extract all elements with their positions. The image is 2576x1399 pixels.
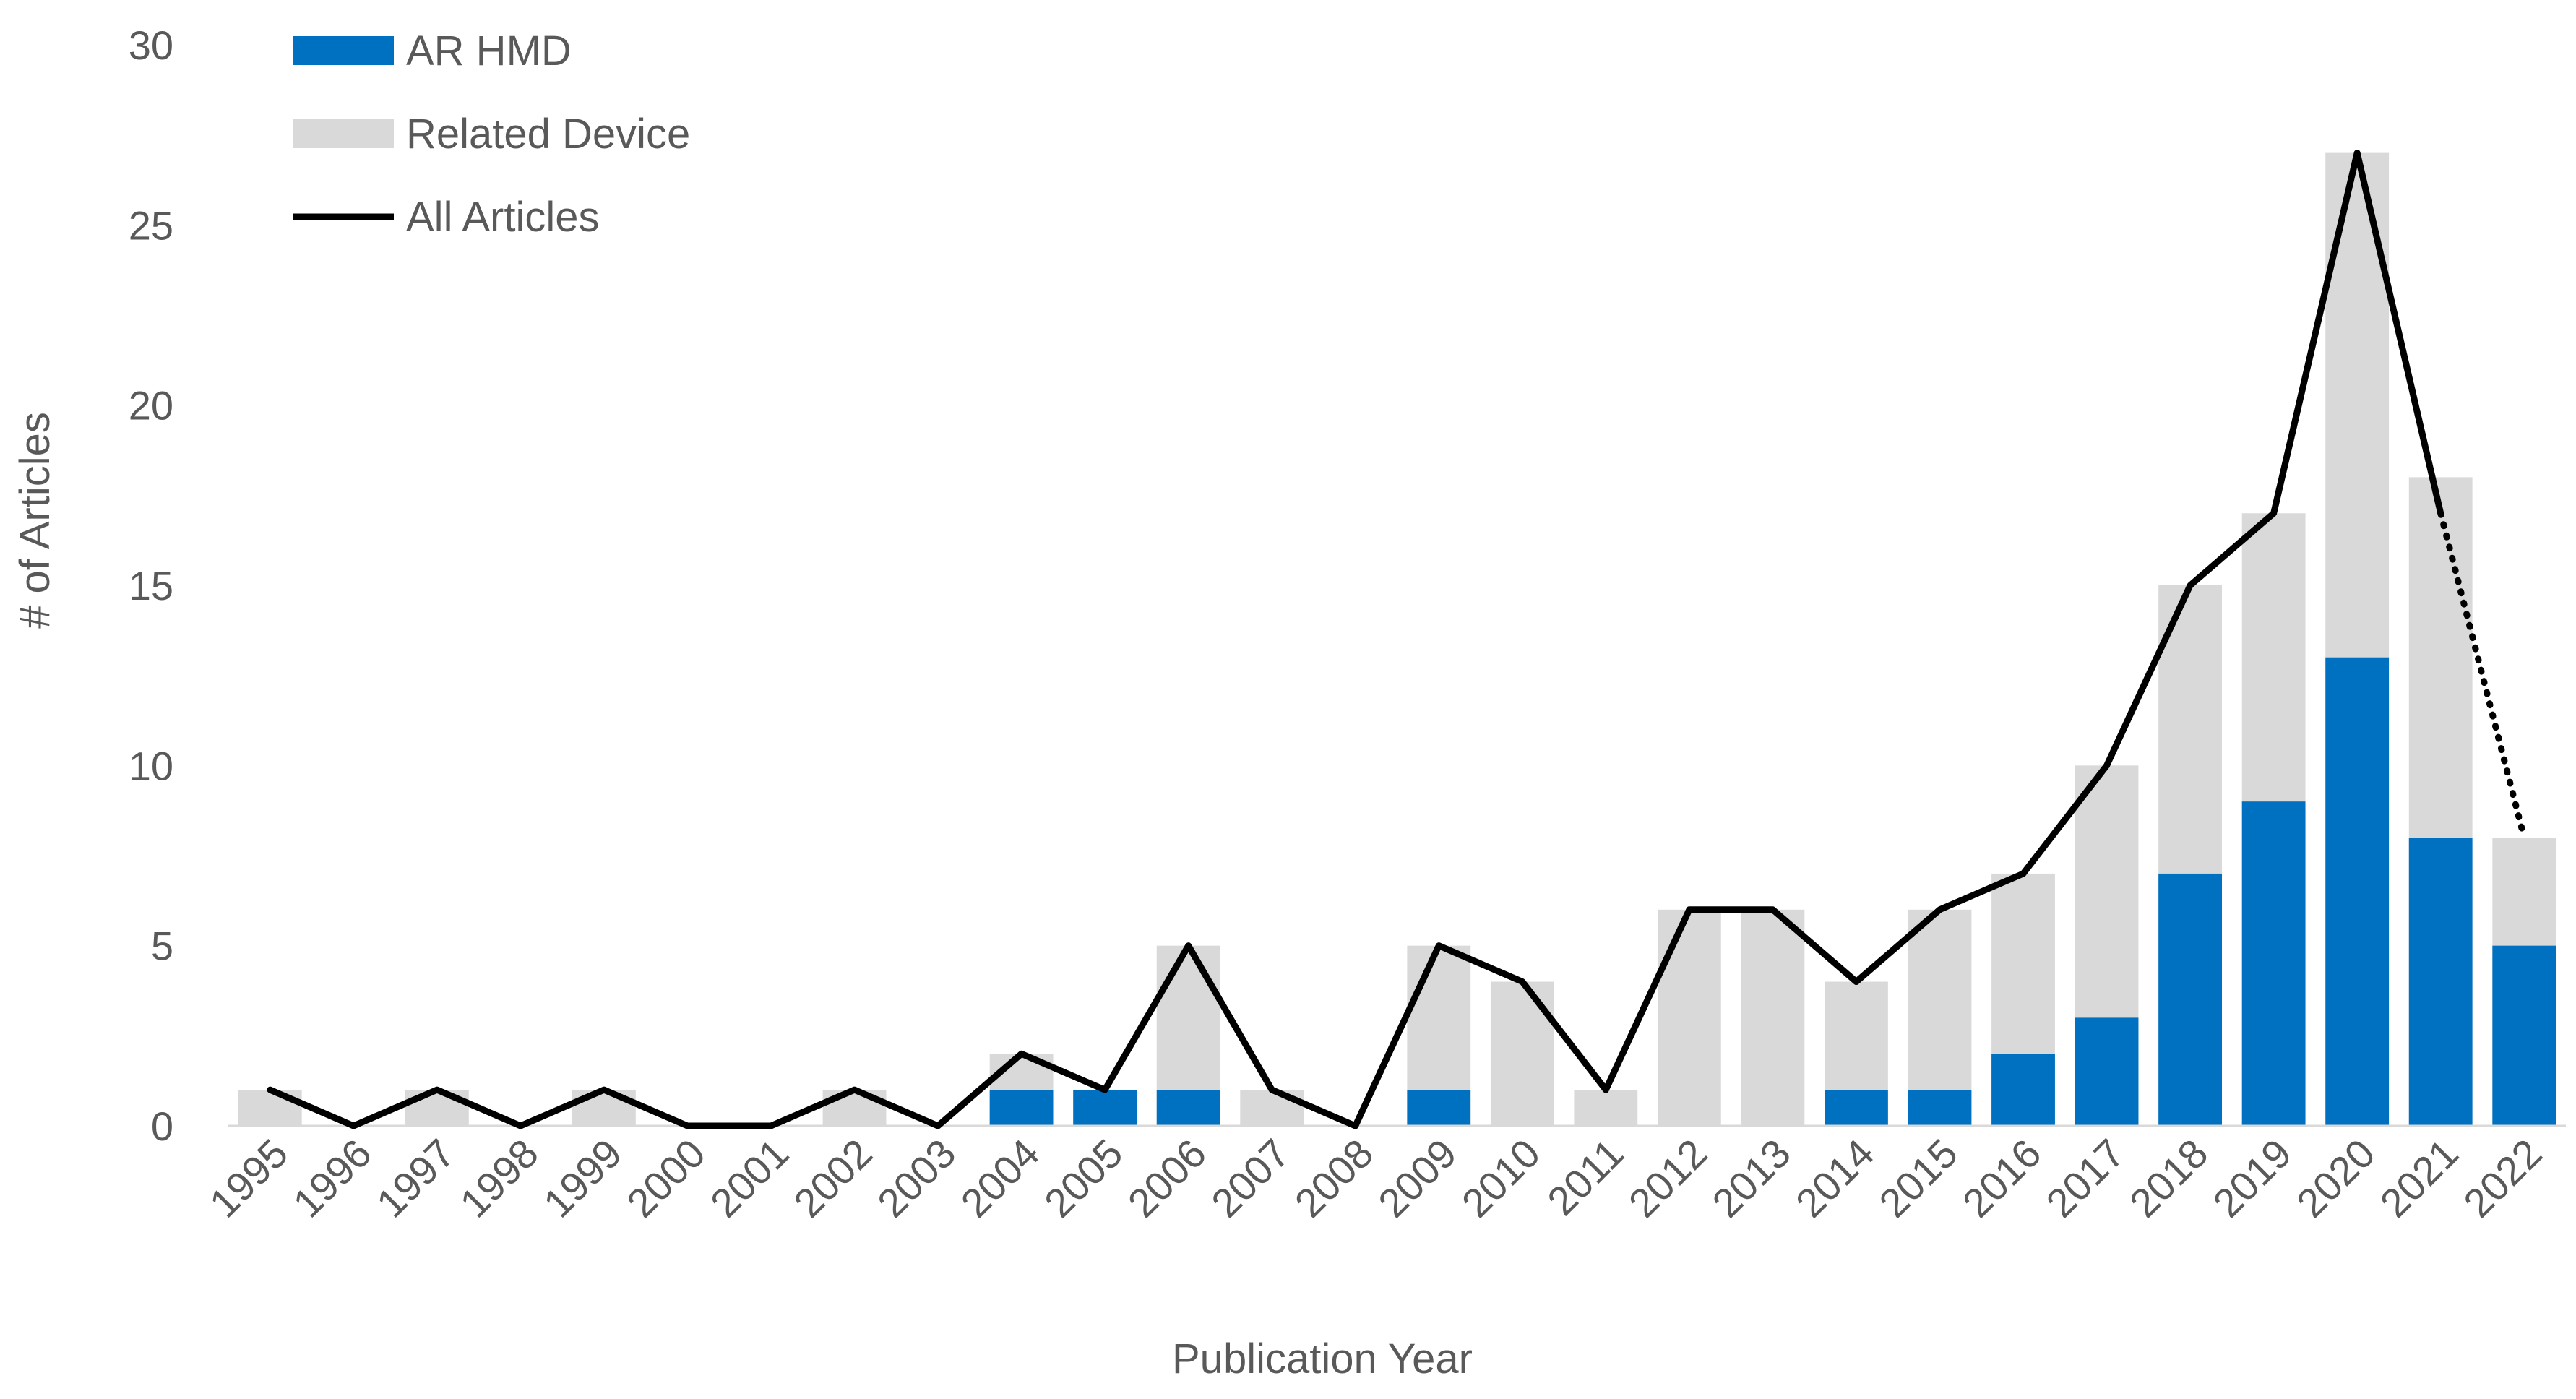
- x-tick-label-2010: 2010: [1453, 1130, 1549, 1226]
- y-tick-label: 0: [151, 1103, 173, 1149]
- x-tick-label-2011: 2011: [1538, 1130, 1632, 1224]
- y-tick-label: 15: [129, 563, 173, 608]
- x-tick-label-2018: 2018: [2121, 1130, 2217, 1226]
- legend-label-ar-hmd: AR HMD: [406, 27, 572, 74]
- x-tick-label-1997: 1997: [368, 1130, 464, 1226]
- y-tick-label: 5: [151, 924, 173, 969]
- ar-hmd-bar-2004: [989, 1090, 1054, 1126]
- x-tick-label-2020: 2020: [2288, 1130, 2384, 1226]
- ar-hmd-bars: [989, 657, 2556, 1126]
- y-tick-label: 30: [129, 22, 173, 68]
- x-tick-label-2014: 2014: [1787, 1130, 1883, 1226]
- x-tick-label-2013: 2013: [1703, 1130, 1799, 1226]
- x-tick-label-1998: 1998: [451, 1130, 547, 1226]
- ar-hmd-bar-2005: [1073, 1090, 1137, 1126]
- related-device-bar-2002: [822, 1090, 887, 1126]
- related-device-bar-2007: [1240, 1090, 1304, 1126]
- x-tick-label-2019: 2019: [2204, 1130, 2300, 1226]
- x-tick-label-2016: 2016: [1954, 1130, 2050, 1226]
- legend: AR HMD Related Device All Articles: [293, 27, 690, 241]
- x-tick-label-2003: 2003: [869, 1130, 965, 1226]
- ar-hmd-bar-2022: [2492, 945, 2556, 1126]
- ar-hmd-bar-2014: [1825, 1090, 1888, 1126]
- legend-label-related-device: Related Device: [406, 111, 690, 158]
- x-tick-label-1995: 1995: [201, 1130, 297, 1226]
- x-tick-label-2017: 2017: [2037, 1130, 2133, 1226]
- y-tick-label: 10: [129, 743, 173, 788]
- related-device-bar-2012: [1657, 909, 1721, 1126]
- x-tick-label-2015: 2015: [1870, 1130, 1966, 1226]
- y-tick-label: 25: [129, 202, 173, 248]
- related-device-bar-1999: [572, 1090, 636, 1126]
- legend-swatch-related-device: [293, 119, 394, 148]
- related-device-bar-2013: [1741, 909, 1805, 1126]
- ar-hmd-bar-2015: [1908, 1090, 1972, 1126]
- x-tick-label-2008: 2008: [1286, 1130, 1382, 1226]
- x-tick-label-2004: 2004: [952, 1130, 1048, 1226]
- all-articles-line-dotted: [2437, 509, 2528, 841]
- x-tick-label-2006: 2006: [1119, 1130, 1215, 1226]
- ar-hmd-bar-2009: [1407, 1090, 1471, 1126]
- ar-hmd-bar-2018: [2158, 873, 2222, 1126]
- x-tick-label-2009: 2009: [1369, 1130, 1465, 1226]
- legend-label-all-articles: All Articles: [406, 194, 600, 241]
- x-axis-ticks: 1995199619971998199920002001200220032004…: [201, 1130, 2551, 1226]
- ar-hmd-bar-2020: [2325, 657, 2390, 1126]
- related-device-bar-1995: [238, 1090, 302, 1126]
- related-device-bar-1997: [405, 1090, 469, 1126]
- ar-hmd-bar-2021: [2408, 838, 2473, 1126]
- x-axis-title: Publication Year: [1172, 1335, 1473, 1382]
- x-tick-label-1996: 1996: [284, 1130, 380, 1226]
- x-tick-label-2000: 2000: [618, 1130, 714, 1226]
- x-tick-label-2001: 2001: [702, 1130, 798, 1226]
- all-articles-line: [267, 150, 2528, 1129]
- ar-hmd-bar-2019: [2241, 801, 2306, 1126]
- related-device-bar-2010: [1490, 981, 1554, 1126]
- x-tick-label-2007: 2007: [1202, 1130, 1298, 1226]
- y-axis-title: # of Articles: [12, 412, 59, 629]
- x-tick-label-2012: 2012: [1620, 1130, 1716, 1226]
- ar-hmd-bar-2017: [2075, 1017, 2139, 1126]
- legend-swatch-ar-hmd: [293, 36, 394, 65]
- related-device-bar-2011: [1574, 1090, 1638, 1126]
- ar-hmd-bar-2016: [1991, 1054, 2055, 1126]
- y-tick-label: 20: [129, 383, 173, 429]
- x-tick-label-2022: 2022: [2455, 1130, 2551, 1226]
- x-tick-label-2002: 2002: [785, 1130, 881, 1226]
- x-tick-label-1999: 1999: [535, 1130, 631, 1226]
- x-tick-label-2021: 2021: [2372, 1130, 2468, 1226]
- x-tick-label-2005: 2005: [1035, 1130, 1132, 1226]
- y-axis-ticks: 0 5 10 15 20 25 30: [129, 22, 173, 1149]
- ar-hmd-bar-2006: [1156, 1090, 1220, 1126]
